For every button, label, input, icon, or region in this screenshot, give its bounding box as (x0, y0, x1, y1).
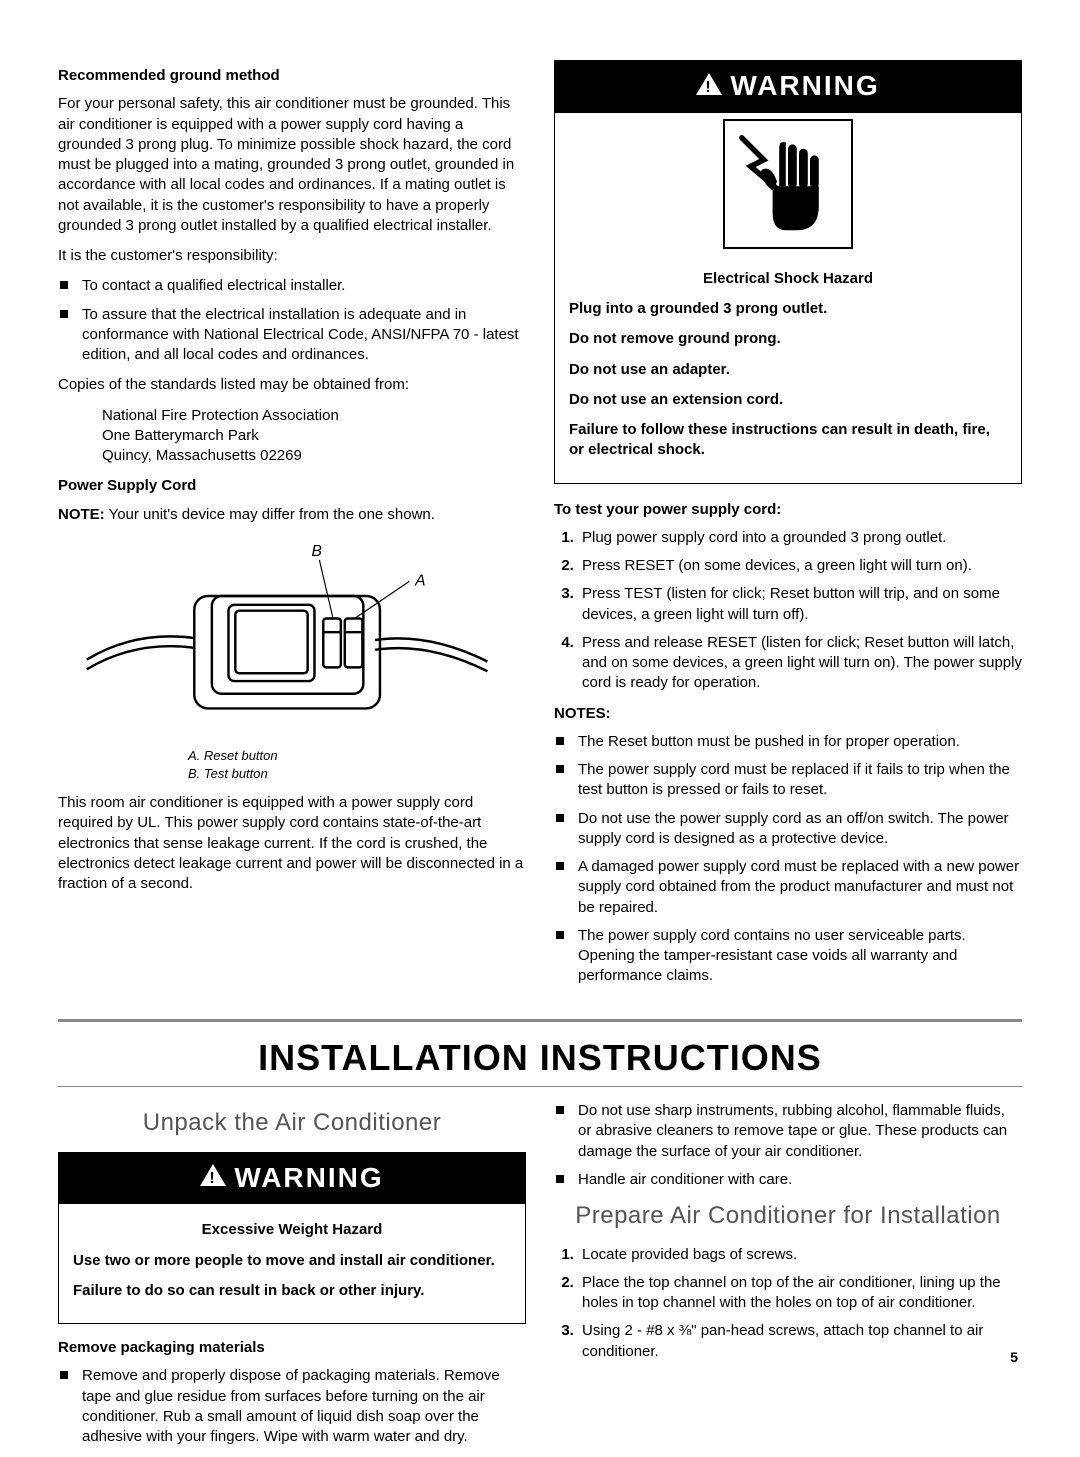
install-right-bullets: Do not use sharp instruments, rubbing al… (554, 1101, 1022, 1190)
p2: Place the top channel on top of the air … (578, 1273, 1022, 1314)
prepare-steps: Locate provided bags of screws. Place th… (554, 1245, 1022, 1362)
remove-bullets: Remove and properly dispose of packaging… (58, 1366, 526, 1447)
note-label: NOTE: (58, 506, 105, 523)
right-column: WARNING (554, 60, 1022, 997)
weight-warning-bar: WARNING (59, 1153, 525, 1205)
notes-heading: NOTES: (554, 704, 1022, 724)
diagram-b-label: B (312, 543, 322, 560)
test-steps: Plug power supply cord into a grounded 3… (554, 528, 1022, 694)
test-2: Press RESET (on some devices, a green li… (578, 556, 1022, 576)
note-text: Your unit's device may differ from the o… (105, 506, 435, 523)
warning-triangle-icon (200, 1164, 226, 1186)
diagram-caption: A. Reset button B. Test button (58, 747, 526, 783)
shock-hand-icon (723, 119, 853, 249)
shock-heading: Electrical Shock Hazard (569, 269, 1007, 289)
shock-3: Do not use an adapter. (569, 360, 1007, 380)
note-1: The Reset button must be pushed in for p… (578, 732, 1022, 752)
unpack-heading: Unpack the Air Conditioner (58, 1107, 526, 1139)
installation-heading: INSTALLATION INSTRUCTIONS (58, 1034, 1022, 1083)
p1: Locate provided bags of screws. (578, 1245, 1022, 1265)
address-block: National Fire Protection Association One… (58, 406, 526, 467)
section-divider-under (58, 1086, 1022, 1087)
note-5: The power supply cord contains no user s… (578, 926, 1022, 987)
note-3: Do not use the power supply cord as an o… (578, 809, 1022, 850)
diagram-a-label: A (414, 572, 425, 589)
addr-3: Quincy, Massachusetts 02269 (102, 446, 526, 466)
weight-warning-body: Excessive Weight Hazard Use two or more … (59, 1210, 525, 1323)
ground-p3: Copies of the standards listed may be ob… (58, 375, 526, 395)
r-b2: Handle air conditioner with care. (578, 1170, 1022, 1190)
warning-label: WARNING (730, 67, 879, 105)
warning-triangle-icon (696, 73, 722, 95)
ground-p2: It is the customer's responsibility: (58, 246, 526, 266)
left-column: Recommended ground method For your perso… (58, 60, 526, 997)
remove-b1: Remove and properly dispose of packaging… (82, 1366, 526, 1447)
r-b1: Do not use sharp instruments, rubbing al… (578, 1101, 1022, 1162)
remove-heading: Remove packaging materials (58, 1338, 526, 1358)
weight-warning-panel: WARNING Excessive Weight Hazard Use two … (58, 1152, 526, 1325)
cord-svg: B A (77, 540, 507, 740)
addr-2: One Batterymarch Park (102, 426, 526, 446)
weight-heading: Excessive Weight Hazard (73, 1220, 511, 1240)
test-heading: To test your power supply cord: (554, 500, 1022, 520)
shock-5: Failure to follow these instructions can… (569, 420, 1007, 461)
install-right: Do not use sharp instruments, rubbing al… (554, 1101, 1022, 1457)
power-cord-heading: Power Supply Cord (58, 476, 526, 496)
section-divider-top (58, 1019, 1022, 1022)
addr-1: National Fire Protection Association (102, 406, 526, 426)
shock-warning-bar: WARNING (555, 61, 1021, 113)
shock-warning-body: Electrical Shock Hazard Plug into a grou… (555, 259, 1021, 483)
power-cord-diagram: B A (58, 535, 526, 745)
weight-1: Use two or more people to move and insta… (73, 1251, 511, 1271)
weight-2: Failure to do so can result in back or o… (73, 1281, 511, 1301)
warning-label: WARNING (234, 1159, 383, 1197)
p3: Using 2 - #8 x ⅜" pan-head screws, attac… (578, 1321, 1022, 1362)
power-p2: This room air conditioner is equipped wi… (58, 793, 526, 894)
note-2: The power supply cord must be replaced i… (578, 760, 1022, 801)
ground-b1: To contact a qualified electrical instal… (82, 276, 526, 296)
shock-2: Do not remove ground prong. (569, 329, 1007, 349)
shock-1: Plug into a grounded 3 prong outlet. (569, 299, 1007, 319)
ground-method-heading: Recommended ground method (58, 66, 526, 86)
prepare-heading: Prepare Air Conditioner for Installation (554, 1200, 1022, 1232)
note-4: A damaged power supply cord must be repl… (578, 857, 1022, 918)
shock-4: Do not use an extension cord. (569, 390, 1007, 410)
ground-p1: For your personal safety, this air condi… (58, 94, 526, 236)
power-note: NOTE: Your unit's device may differ from… (58, 505, 526, 525)
ground-bullets: To contact a qualified electrical instal… (58, 276, 526, 365)
caption-a: A. Reset button (188, 747, 526, 765)
ground-b2: To assure that the electrical installati… (82, 305, 526, 366)
install-left: Unpack the Air Conditioner WARNING Exces… (58, 1101, 526, 1457)
notes-bullets: The Reset button must be pushed in for p… (554, 732, 1022, 987)
test-4: Press and release RESET (listen for clic… (578, 633, 1022, 694)
top-columns: Recommended ground method For your perso… (58, 60, 1022, 997)
test-1: Plug power supply cord into a grounded 3… (578, 528, 1022, 548)
test-3: Press TEST (listen for click; Reset butt… (578, 584, 1022, 625)
caption-b: B. Test button (188, 765, 526, 783)
install-columns: Unpack the Air Conditioner WARNING Exces… (58, 1101, 1022, 1457)
shock-warning-panel: WARNING (554, 60, 1022, 484)
page-number: 5 (1010, 1348, 1018, 1367)
